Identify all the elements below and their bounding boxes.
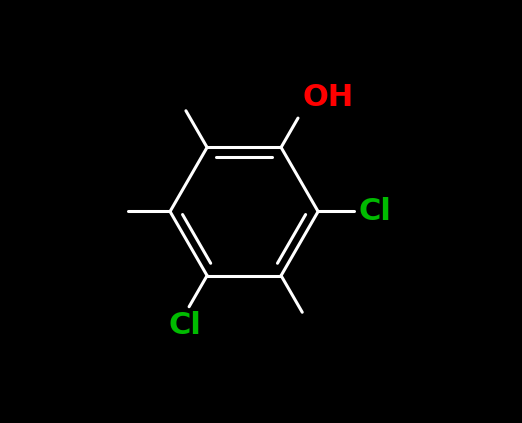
Text: Cl: Cl: [169, 311, 201, 340]
Text: OH: OH: [302, 83, 353, 112]
Text: Cl: Cl: [358, 197, 391, 226]
